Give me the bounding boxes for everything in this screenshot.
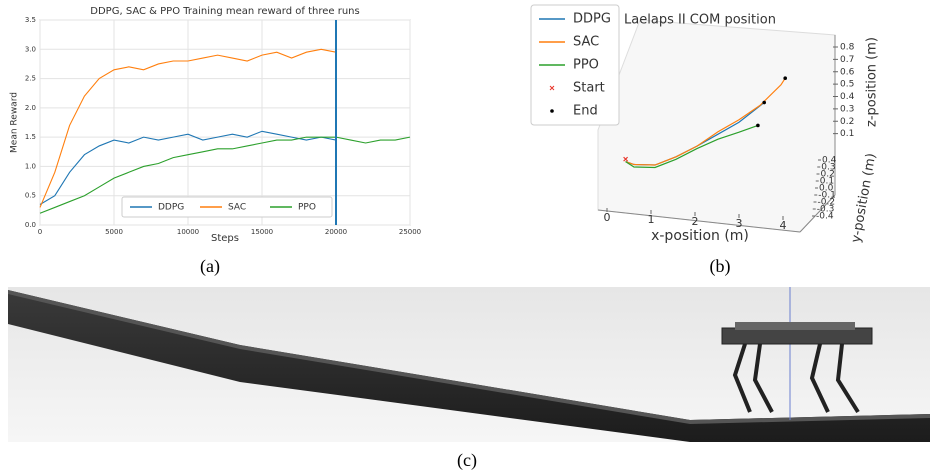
sky — [8, 287, 930, 442]
z-tick-label: 0.6 — [840, 67, 855, 77]
caption: (c) — [457, 450, 477, 471]
series-line — [39, 130, 337, 205]
pane — [597, 19, 836, 233]
y-axis-label: y-position (m) — [849, 152, 880, 244]
z-tick-label: 0.8 — [840, 43, 855, 53]
plot-area — [39, 19, 411, 226]
y-tick-label: 0.0 — [25, 221, 36, 229]
series-line — [625, 77, 786, 166]
z-tick-label: 0.2 — [840, 117, 854, 127]
y-tick-label: 0.5 — [25, 192, 36, 200]
simulation-image — [8, 287, 930, 442]
pane-edge — [799, 194, 836, 233]
z-axis-label: z-position (m) — [865, 37, 880, 127]
y-tick-label: -0.2 — [818, 198, 836, 208]
x-tick-label: 20000 — [325, 228, 347, 236]
chart-title: Laelaps II COM position — [624, 13, 776, 28]
y-tick-label: 0.0 — [819, 184, 834, 194]
legend-label: Start — [573, 81, 605, 96]
x-tick-label: 5000 — [105, 228, 123, 236]
y-tick-label: -0.1 — [818, 191, 836, 201]
pane-edge — [597, 209, 801, 233]
z-tick-label: 0.4 — [840, 92, 855, 102]
y-tick-label: -0.3 — [817, 205, 835, 215]
z-tick-label: 0.7 — [840, 55, 854, 65]
y-tick-label: 1.0 — [25, 162, 36, 170]
x-tick-label: 0 — [38, 228, 42, 236]
y-tick-label: 0.4 — [822, 156, 837, 166]
series-line — [39, 48, 337, 208]
series-line — [39, 136, 411, 214]
z-tick-label: 0.1 — [840, 129, 854, 139]
y-tick-label: 0.2 — [821, 170, 835, 180]
x-tick-label: 2 — [692, 215, 699, 228]
legend-box — [530, 4, 620, 126]
x-axis-label: Steps — [211, 233, 239, 244]
x-tick-label: 15000 — [251, 228, 273, 236]
end-marker — [756, 123, 760, 128]
y-tick-label: 2.0 — [25, 104, 36, 112]
ramp — [8, 290, 930, 442]
y-tick-label: 0.1 — [820, 177, 834, 187]
x-axis-label: x-position (m) — [651, 228, 749, 244]
legend-swatch — [549, 85, 555, 91]
x-tick-label: 1 — [648, 213, 655, 226]
start-marker — [623, 156, 629, 162]
legend-label: End — [573, 104, 598, 119]
x-tick-label: 25000 — [399, 228, 421, 236]
x-tick-label: 3 — [736, 217, 743, 230]
legend-label: SAC — [573, 35, 599, 50]
y-tick-label: 3.0 — [25, 45, 36, 53]
caption: (a) — [200, 256, 220, 277]
x-tick-label: 4 — [780, 219, 787, 232]
legend-label: PPO — [573, 58, 599, 73]
z-tick-label: 0.5 — [840, 80, 854, 90]
x-tick-label: 10000 — [177, 228, 199, 236]
legend-label: PPO — [298, 203, 316, 213]
caption: (b) — [710, 256, 731, 277]
legend-label: SAC — [228, 203, 246, 213]
z-tick-label: 0.3 — [840, 104, 854, 114]
y-tick-label: 0.3 — [821, 163, 835, 173]
y-tick-label: 3.5 — [25, 16, 36, 24]
x-tick-label: 0 — [604, 211, 611, 224]
end-marker — [783, 76, 787, 80]
chart-title: DDPG, SAC & PPO Training mean reward of … — [90, 6, 359, 17]
series-line — [625, 124, 759, 169]
legend-label: DDPG — [158, 203, 184, 213]
legend-swatch — [550, 109, 554, 113]
legend-label: DDPG — [573, 12, 611, 27]
y-axis-label: Mean Reward — [10, 92, 20, 153]
y-tick-label: 1.5 — [25, 133, 36, 141]
legend-box — [121, 196, 333, 218]
end-marker — [762, 100, 766, 105]
y-tick-label: -0.4 — [816, 212, 834, 222]
robot — [721, 322, 873, 414]
y-tick-label: 2.5 — [25, 75, 36, 83]
